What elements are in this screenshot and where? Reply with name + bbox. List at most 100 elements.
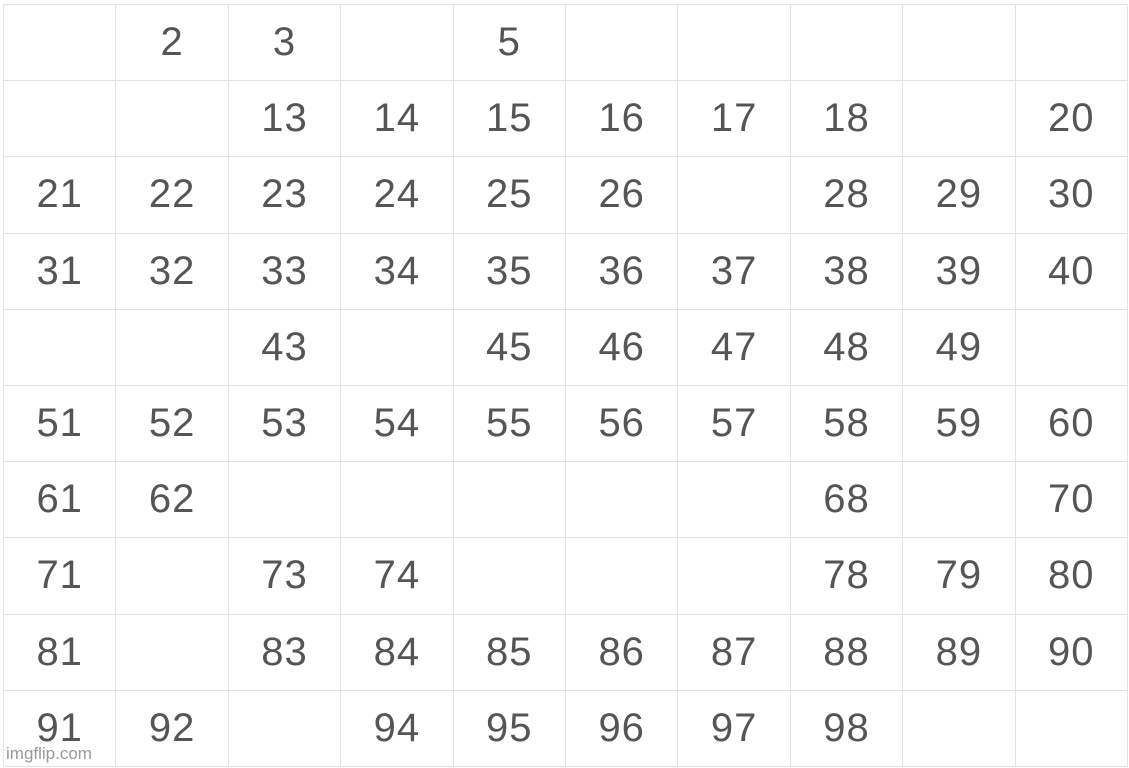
cell-number: 95 <box>486 705 533 750</box>
cell: 30 <box>1015 157 1128 234</box>
cell-number: 28 <box>823 172 870 217</box>
cell: 54 <box>341 386 454 463</box>
cell-number: 70 <box>1048 477 1095 522</box>
cell: 36 <box>566 233 679 310</box>
cell-number: 58 <box>823 401 870 446</box>
cell <box>903 690 1016 767</box>
cell <box>678 5 791 82</box>
cell-number: 24 <box>373 172 421 217</box>
cell: 3 <box>228 5 342 82</box>
cell: 2 <box>116 5 229 82</box>
cell: 33 <box>228 233 342 310</box>
cell-number: 74 <box>373 553 421 598</box>
cell: 56 <box>566 386 679 463</box>
cell-number: 59 <box>935 401 983 446</box>
cell: 84 <box>341 614 454 691</box>
cell <box>678 157 791 234</box>
cell-number: 73 <box>261 553 308 598</box>
cell: 39 <box>903 233 1016 310</box>
cell-number: 32 <box>148 248 196 293</box>
cell: 98 <box>790 690 904 767</box>
cell: 79 <box>903 538 1016 615</box>
cell <box>1015 5 1128 82</box>
cell <box>566 462 679 539</box>
cell: 43 <box>228 309 342 386</box>
cell: 13 <box>228 81 342 158</box>
cell-number: 29 <box>935 172 983 217</box>
cell-number: 36 <box>598 248 645 293</box>
cell: 86 <box>566 614 679 691</box>
cell-number: 26 <box>598 172 645 217</box>
cell-number: 57 <box>710 401 758 446</box>
cell-number: 46 <box>598 324 645 369</box>
cell <box>228 690 342 767</box>
cell-number: 37 <box>710 248 758 293</box>
cell: 55 <box>453 386 566 463</box>
cell: 25 <box>453 157 566 234</box>
cell <box>1015 690 1128 767</box>
cell-number: 61 <box>36 477 83 522</box>
cell: 48 <box>790 309 904 386</box>
cell-number: 49 <box>935 324 983 369</box>
cell: 68 <box>790 462 904 539</box>
cell-number: 35 <box>486 248 533 293</box>
cell: 73 <box>228 538 342 615</box>
cell-number: 62 <box>148 477 196 522</box>
cell-number: 16 <box>598 96 645 141</box>
cell <box>4 309 117 386</box>
cell: 15 <box>453 81 566 158</box>
cell-number: 5 <box>497 20 521 65</box>
cell-number: 79 <box>935 553 983 598</box>
cell: 97 <box>678 690 791 767</box>
cell <box>341 462 454 539</box>
cell-number: 13 <box>261 96 308 141</box>
cell-number: 25 <box>486 172 533 217</box>
cell <box>453 538 566 615</box>
cell: 26 <box>566 157 679 234</box>
cell: 28 <box>790 157 904 234</box>
cell: 18 <box>790 81 904 158</box>
cell <box>228 462 342 539</box>
cell-number: 96 <box>598 705 645 750</box>
cell-number: 89 <box>935 629 983 674</box>
cell: 87 <box>678 614 791 691</box>
cell: 34 <box>341 233 454 310</box>
cell: 51 <box>4 386 117 463</box>
cell <box>678 538 791 615</box>
cell-number: 94 <box>373 705 421 750</box>
cell <box>116 309 229 386</box>
cell-number: 48 <box>823 324 870 369</box>
cell: 38 <box>790 233 904 310</box>
cell: 83 <box>228 614 342 691</box>
cell: 91 <box>4 690 117 767</box>
cell-number: 31 <box>36 248 83 293</box>
cell-number: 43 <box>261 324 308 369</box>
cell-number: 78 <box>823 553 870 598</box>
cell-number: 91 <box>36 705 83 750</box>
cell: 32 <box>116 233 229 310</box>
cell-number: 17 <box>710 96 758 141</box>
cell <box>903 81 1016 158</box>
cell: 16 <box>566 81 679 158</box>
cell-number: 92 <box>148 705 196 750</box>
cell-number: 56 <box>598 401 645 446</box>
cell-number: 87 <box>710 629 758 674</box>
cell: 90 <box>1015 614 1128 691</box>
cell-number: 3 <box>272 20 297 65</box>
cell-number: 52 <box>148 401 196 446</box>
cell: 60 <box>1015 386 1128 463</box>
cell-number: 85 <box>486 629 533 674</box>
cell-number: 54 <box>373 401 421 446</box>
cell: 58 <box>790 386 904 463</box>
cell <box>4 81 117 158</box>
cell <box>903 462 1016 539</box>
cell-number: 53 <box>261 401 308 446</box>
cell: 40 <box>1015 233 1128 310</box>
cell: 20 <box>1015 81 1128 158</box>
cell-number: 80 <box>1048 553 1095 598</box>
cell: 31 <box>4 233 117 310</box>
cell-number: 38 <box>823 248 870 293</box>
number-grid: 2 3 5 13 14 15 16 17 18 20 21 22 23 24 25 26 28 29 30 31 32 3… <box>3 4 1128 767</box>
cell <box>566 5 679 82</box>
cell-number: 86 <box>598 629 645 674</box>
